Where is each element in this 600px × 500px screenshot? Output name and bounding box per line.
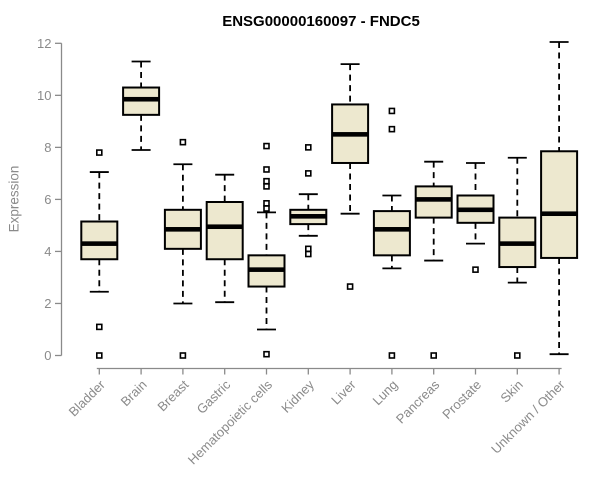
box-group-bladder: [80, 149, 119, 359]
chart-title: ENSG00000160097 - FNDC5: [222, 13, 420, 30]
outlier-point: [388, 352, 396, 359]
y-tick-label: 4: [44, 244, 51, 259]
outlier-point: [430, 352, 438, 359]
median-line: [499, 241, 536, 246]
x-tick-label-kidney: Kidney: [278, 377, 317, 416]
iqr-box: [372, 210, 411, 257]
x-tick-label-gastric: Gastric: [194, 377, 234, 417]
outlier-point: [388, 125, 396, 133]
box-group-brain: [122, 60, 161, 151]
outlier-point: [346, 283, 354, 290]
outlier-point: [263, 205, 270, 212]
median-line: [164, 227, 201, 232]
outlier-point: [388, 107, 396, 115]
outlier-point: [96, 352, 103, 359]
x-tick-label-pancreas: Pancreas: [393, 377, 443, 427]
outlier-point: [513, 352, 521, 359]
median-line: [332, 132, 369, 137]
y-tick-label: 12: [37, 36, 51, 51]
outlier-point: [304, 245, 312, 253]
median-line: [248, 267, 285, 272]
median-line: [206, 224, 243, 230]
y-tick-label: 8: [44, 140, 51, 155]
box-group-gastric: [205, 173, 244, 304]
outlier-point: [263, 177, 270, 185]
median-line: [415, 197, 452, 202]
box-group-liver: [331, 63, 370, 290]
outlier-point: [179, 138, 187, 146]
outlier-point: [472, 266, 479, 273]
x-tick-label-skin: Skin: [497, 377, 525, 405]
outlier-point: [263, 166, 270, 173]
iqr-box: [414, 185, 453, 219]
x-tick-label-lung: Lung: [369, 377, 400, 408]
outlier-point: [96, 149, 103, 156]
median-line: [373, 227, 410, 232]
y-tick-label: 2: [44, 296, 51, 311]
box-group-skin: [498, 156, 537, 359]
outlier-point: [263, 350, 270, 358]
y-tick-label: 6: [44, 192, 51, 207]
outlier-point: [263, 142, 270, 150]
median-line: [81, 241, 118, 246]
box-group-kidney: [289, 144, 328, 258]
box-group-unknown-other: [540, 41, 579, 356]
outlier-point: [304, 144, 312, 151]
x-tick-label-bladder: Bladder: [66, 377, 109, 420]
x-tick-label-unknown-other: Unknown / Other: [488, 377, 568, 457]
box-group-breast: [163, 138, 202, 359]
box-group-prostate: [456, 162, 495, 273]
median-line: [541, 211, 578, 217]
outlier-point: [304, 170, 312, 177]
box-group-pancreas: [414, 160, 453, 359]
y-tick-label: 0: [44, 348, 51, 363]
box-group-hematopoietic-cells: [247, 142, 286, 358]
box-group-lung: [372, 107, 411, 359]
outlier-point: [304, 250, 312, 258]
outlier-point: [96, 323, 103, 331]
median-line: [290, 214, 327, 219]
median-line: [123, 96, 160, 102]
iqr-box: [80, 220, 119, 261]
median-line: [457, 207, 494, 213]
iqr-box: [540, 150, 579, 259]
x-tick-label-brain: Brain: [118, 377, 150, 409]
outlier-point: [263, 200, 270, 207]
outlier-point: [263, 183, 270, 190]
y-tick-label: 10: [37, 88, 51, 103]
x-tick-label-prostate: Prostate: [439, 377, 484, 422]
y-axis: 0 2 4 6 8 10 12: [37, 36, 63, 363]
iqr-box: [205, 201, 244, 261]
x-tick-label-liver: Liver: [328, 377, 359, 408]
outlier-point: [179, 352, 187, 359]
x-tick-label-breast: Breast: [154, 377, 191, 414]
